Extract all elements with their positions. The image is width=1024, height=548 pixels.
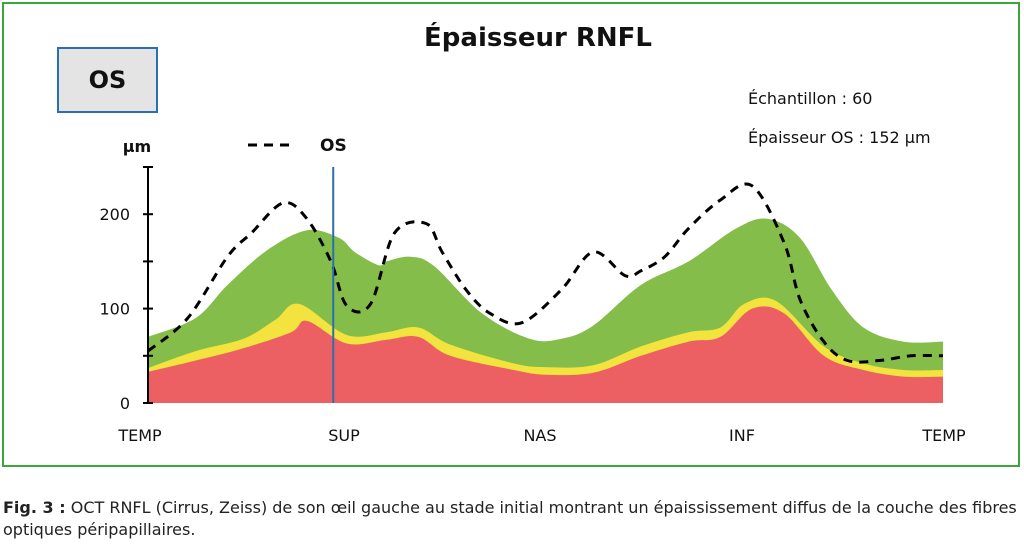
x-tick-label: NAS (523, 426, 556, 445)
y-ticks: 0 100 200 (99, 166, 153, 413)
band-red (148, 306, 943, 403)
y-tick-label: 0 (120, 394, 130, 413)
series-group (147, 182, 944, 364)
thickness-info: Épaisseur OS : 152 µm (748, 128, 931, 147)
chart-title: Épaisseur RNFL (424, 21, 652, 53)
x-tick-label: SUP (328, 426, 360, 445)
x-tick-label: TEMP (921, 426, 966, 445)
series-line-os (147, 182, 944, 364)
sample-info: Échantillon : 60 (748, 89, 872, 108)
figure-caption: Fig. 3 : OCT RNFL (Cirrus, Zeiss) de son… (3, 497, 1021, 541)
x-tick-label: TEMP (117, 426, 162, 445)
legend: OS (248, 136, 347, 156)
caption-fig-label: Fig. 3 : (3, 498, 66, 517)
y-axis-label: µm (123, 137, 151, 156)
legend-label-os: OS (320, 136, 347, 156)
y-tick-label: 200 (99, 205, 130, 224)
eye-label-box: OS (57, 47, 158, 113)
thickness-bands (148, 218, 943, 403)
caption-text: OCT RNFL (Cirrus, Zeiss) de son œil gauc… (3, 498, 1017, 539)
y-tick-label: 100 (99, 300, 130, 319)
x-tick-label: INF (729, 426, 755, 445)
x-tick-labels: TEMP SUP NAS INF TEMP (117, 426, 966, 445)
eye-label: OS (88, 66, 127, 94)
